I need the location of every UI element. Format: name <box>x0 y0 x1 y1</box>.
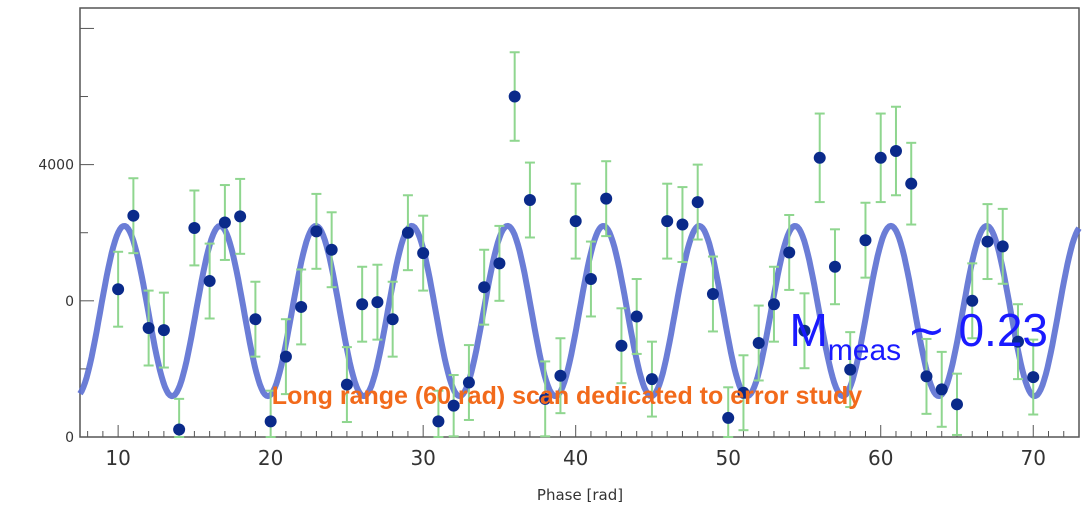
data-point <box>905 177 918 190</box>
data-point <box>264 415 277 428</box>
data-point <box>767 298 780 311</box>
data-point <box>310 225 323 238</box>
data-point <box>813 151 826 164</box>
data-point <box>966 294 979 307</box>
data-point <box>676 218 689 231</box>
y-tick-label: 0 <box>65 430 74 446</box>
data-point <box>493 257 506 270</box>
data-point <box>752 337 765 350</box>
data-point <box>691 196 704 209</box>
data-point <box>173 423 186 436</box>
x-tick-labels: 10 20 30 40 50 60 70 <box>105 446 1046 470</box>
data-point <box>508 90 521 103</box>
x-tick-label: 30 <box>410 446 435 470</box>
data-point <box>462 376 475 389</box>
data-point <box>1011 335 1024 348</box>
data-point <box>188 221 201 234</box>
data-point <box>157 324 170 337</box>
data-point <box>798 324 811 337</box>
data-point <box>889 145 902 157</box>
m-meas-symbol: M <box>789 304 827 356</box>
x-tick-label: 60 <box>868 446 893 470</box>
data-point <box>859 234 872 247</box>
x-tick-label: 40 <box>563 446 588 470</box>
data-point <box>386 313 399 326</box>
data-point <box>234 210 247 223</box>
data-point <box>417 247 430 260</box>
data-point <box>142 322 155 335</box>
data-point <box>645 373 658 386</box>
data-point <box>706 288 719 300</box>
y-tick-label: 0 <box>65 294 74 310</box>
data-point <box>112 283 125 296</box>
m-meas-annotation: Mmeas ∼ 0.23 <box>789 304 1048 367</box>
data-point <box>935 383 948 396</box>
fit-curve <box>77 222 1082 400</box>
data-point <box>539 392 552 405</box>
data-point <box>325 243 338 256</box>
x-tick-label: 10 <box>105 446 130 470</box>
data-point <box>279 350 292 363</box>
m-meas-value: ∼ 0.23 <box>907 304 1048 356</box>
y-tick-label: 4000 <box>38 158 74 174</box>
data-point <box>249 313 262 326</box>
data-point <box>203 275 216 288</box>
x-tick-label: 20 <box>258 446 283 470</box>
data-point <box>447 399 460 412</box>
data-point <box>554 369 567 382</box>
data-point <box>584 273 597 286</box>
data-point <box>1027 371 1040 384</box>
data-point <box>630 310 643 323</box>
data-point <box>950 398 963 411</box>
scan-note-annotation: Long range (60 rad) scan dedicated to er… <box>272 382 863 410</box>
data-point <box>340 378 353 391</box>
m-meas-subscript: meas <box>828 334 901 367</box>
data-point <box>615 339 628 352</box>
data-point <box>127 209 140 222</box>
data-point <box>569 215 582 228</box>
data-point <box>722 411 735 424</box>
data-point <box>295 300 308 313</box>
data-point <box>432 415 445 428</box>
data-point <box>523 194 536 207</box>
data-point <box>828 260 841 273</box>
x-axis-title: Phase [rad] <box>537 486 623 504</box>
data-point <box>356 298 369 311</box>
data-point <box>661 215 674 228</box>
data-point <box>874 151 887 164</box>
data-point <box>981 235 994 248</box>
data-point <box>401 226 414 239</box>
y-tick-labels: 0 0 4000 <box>38 158 74 446</box>
x-tick-label: 50 <box>715 446 740 470</box>
data-points-layer <box>112 90 1040 436</box>
data-point <box>371 296 384 309</box>
fit-curve-layer <box>77 222 1082 400</box>
data-point <box>600 192 613 205</box>
data-point <box>783 246 796 259</box>
data-point <box>218 216 231 229</box>
plot-frame <box>79 7 1080 438</box>
data-point <box>478 281 491 294</box>
data-point <box>996 240 1009 253</box>
data-point <box>737 386 750 399</box>
data-point <box>920 370 933 383</box>
data-point <box>844 363 857 376</box>
x-tick-label: 70 <box>1021 446 1046 470</box>
